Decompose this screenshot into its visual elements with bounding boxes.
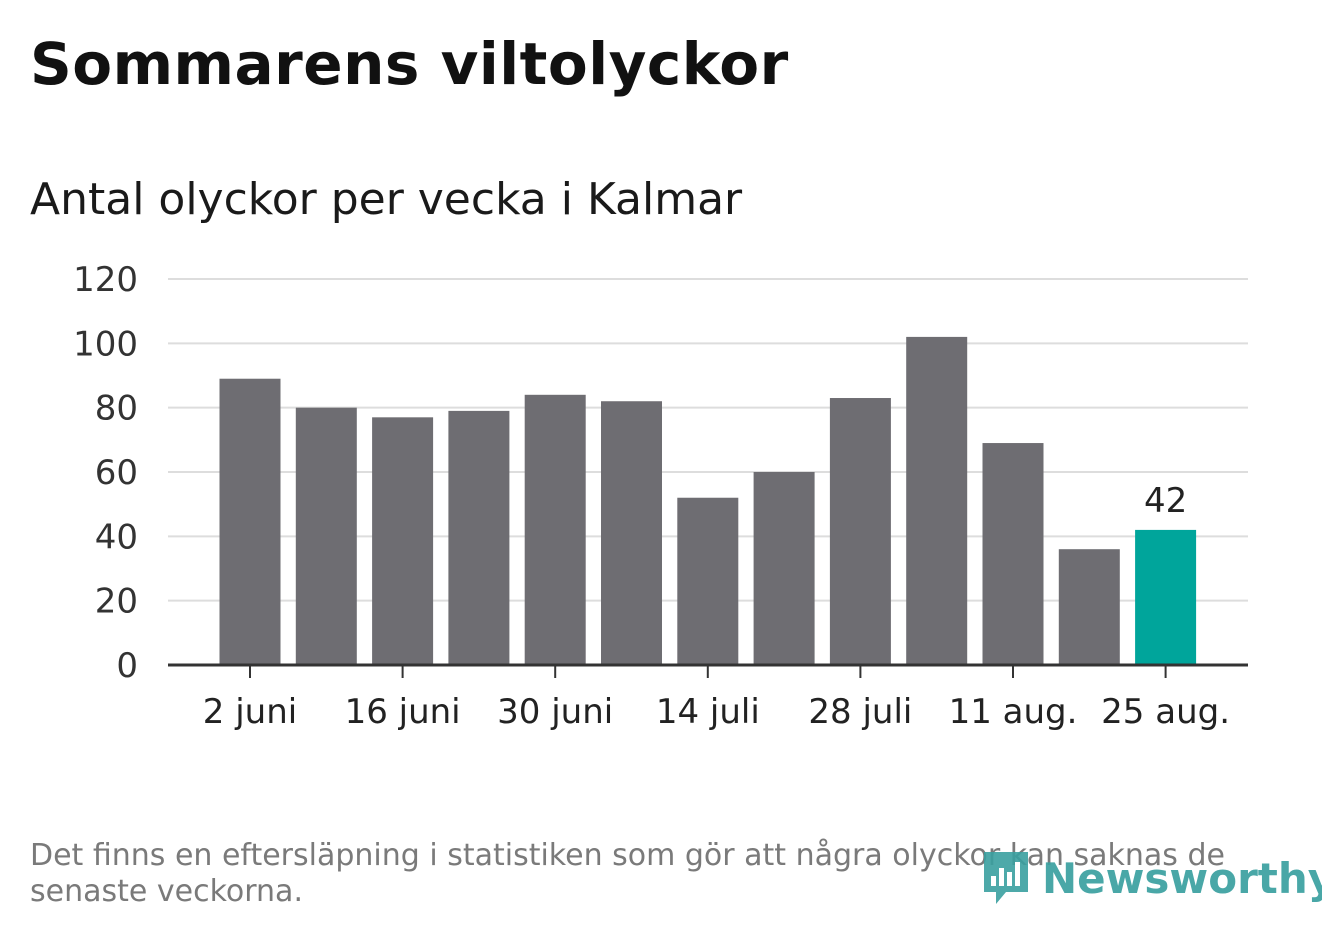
x-tick-label: 16 juni [345,692,461,732]
data-label: 42 [1144,481,1187,521]
bar-highlight [1135,529,1197,665]
y-tick-label: 40 [95,517,138,557]
bar-chart-speech-bubble-icon [984,852,1028,904]
bar [601,401,662,665]
brand-name: Newsworthy [1042,853,1322,903]
chart-subtitle: Antal olyckor per vecka i Kalmar [30,174,743,225]
y-tick-label: 0 [116,646,138,686]
y-tick-label: 120 [73,260,138,300]
x-axis: 2 juni 16 juni 30 juni 14 juli 28 juli 11 aug… [168,663,1248,732]
bar [677,497,739,665]
data-labels: 42 [1144,481,1187,521]
bar [1058,549,1120,665]
bar [219,378,281,665]
bar [372,417,434,665]
x-tick-label: 11 aug. [949,692,1078,732]
x-tick-label: 28 juli [808,692,912,732]
y-axis-ticks: 0 20 40 60 80 100 120 [73,260,138,686]
chart-title: Sommarens viltolyckor [30,30,789,98]
y-tick-label: 20 [95,582,138,622]
bar [448,410,510,665]
brand-logo: Newsworthy [980,848,1322,908]
bar [906,336,968,665]
bar [982,443,1044,665]
bar [295,407,357,665]
x-tick-label: 14 juli [656,692,760,732]
y-tick-label: 80 [95,389,138,429]
bar [753,472,815,665]
bar [524,394,586,665]
bars [219,336,1197,665]
x-tick-label: 2 juni [203,692,297,732]
x-tick-label: 30 juni [497,692,613,732]
bar-chart: 0 20 40 60 80 100 120 42 2 juni 16 juni 30 juni 1… [73,260,1248,732]
y-tick-label: 60 [95,453,138,493]
bar [829,398,891,665]
x-tick-label: 25 aug. [1101,692,1230,732]
y-tick-label: 100 [73,324,138,364]
